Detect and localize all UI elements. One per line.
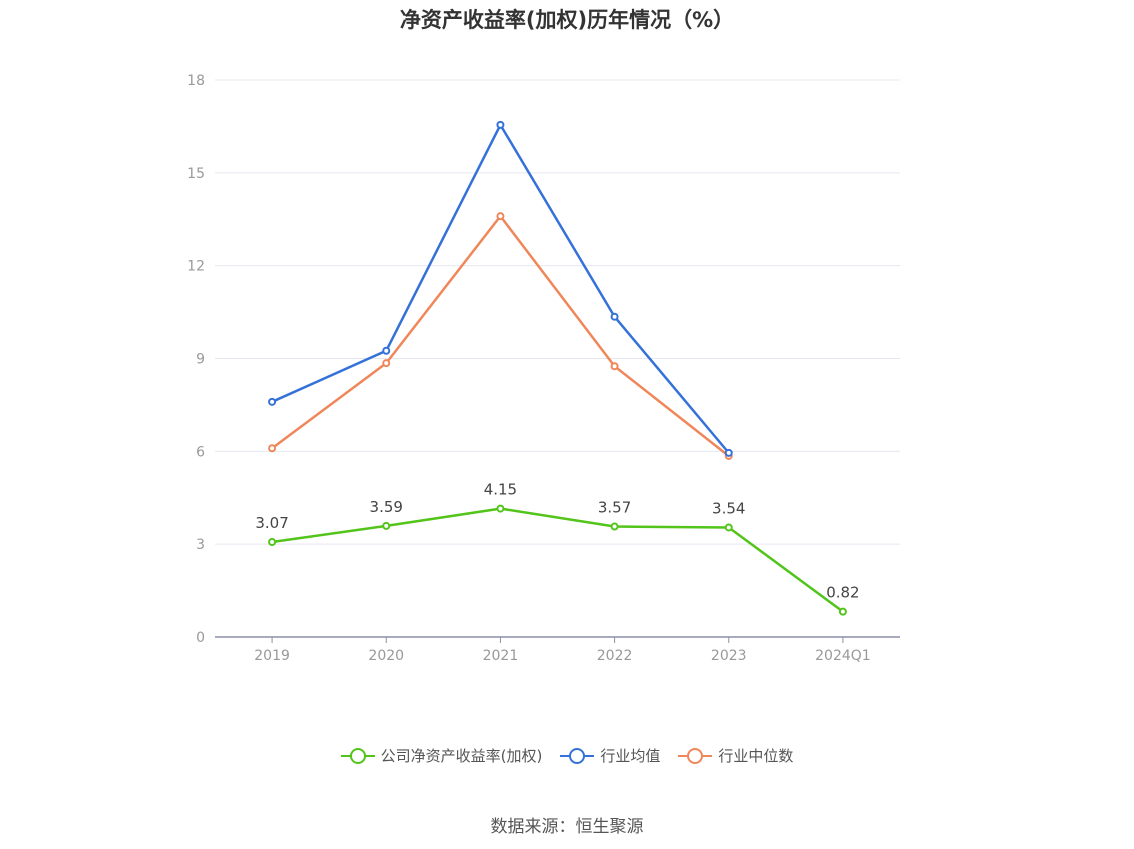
data-point xyxy=(496,504,505,513)
data-label: 3.07 xyxy=(255,514,288,532)
chart-title: 净资产收益率(加权)历年情况（%） xyxy=(399,8,735,32)
y-tick-label: 15 xyxy=(187,166,205,182)
data-label: 3.59 xyxy=(370,498,403,516)
x-tick-label: 2020 xyxy=(368,648,404,664)
legend-marker-icon xyxy=(560,747,595,764)
x-tick-label: 2023 xyxy=(711,648,747,664)
legend-item-industry-median[interactable]: 行业中位数 xyxy=(678,745,793,766)
legend-marker-icon xyxy=(678,747,713,764)
data-source-note: 数据来源：恒生聚源 xyxy=(490,817,644,837)
chart-legend: 公司净资产收益率(加权) 行业均值 行业中位数 xyxy=(0,745,1134,766)
y-tick-label: 3 xyxy=(196,537,205,553)
data-point xyxy=(268,397,277,406)
y-tick-label: 12 xyxy=(187,259,205,275)
legend-marker-icon xyxy=(340,747,375,764)
data-point xyxy=(268,444,277,453)
series-line xyxy=(271,507,844,613)
data-point xyxy=(382,521,391,530)
legend-item-industry-mean[interactable]: 行业均值 xyxy=(560,745,660,766)
data-label: 4.15 xyxy=(484,481,517,499)
legend-label: 公司净资产收益率(加权) xyxy=(380,747,543,765)
data-point xyxy=(610,522,619,531)
x-tick-label: 2024Q1 xyxy=(815,648,871,664)
data-point xyxy=(496,120,505,129)
data-point xyxy=(724,448,733,457)
legend-label: 行业均值 xyxy=(600,747,661,765)
data-point xyxy=(382,359,391,368)
data-point xyxy=(382,346,391,355)
data-point xyxy=(838,607,847,616)
x-tick-label: 2021 xyxy=(483,648,519,664)
y-tick-label: 18 xyxy=(187,73,205,89)
data-label: 0.82 xyxy=(826,584,859,602)
y-tick-label: 6 xyxy=(196,444,205,460)
data-point xyxy=(610,362,619,371)
data-point xyxy=(724,523,733,532)
legend-label: 行业中位数 xyxy=(718,747,794,765)
series-line xyxy=(271,214,730,457)
data-label: 3.57 xyxy=(598,499,631,517)
data-label: 3.54 xyxy=(712,499,745,517)
y-tick-label: 9 xyxy=(196,352,205,368)
y-tick-label: 0 xyxy=(196,630,205,646)
x-tick-label: 2022 xyxy=(597,648,633,664)
x-tick-label: 2019 xyxy=(254,648,290,664)
data-point xyxy=(496,212,505,221)
legend-item-company-roe[interactable]: 公司净资产收益率(加权) xyxy=(340,745,543,766)
data-point xyxy=(610,312,619,321)
data-point xyxy=(268,538,277,547)
